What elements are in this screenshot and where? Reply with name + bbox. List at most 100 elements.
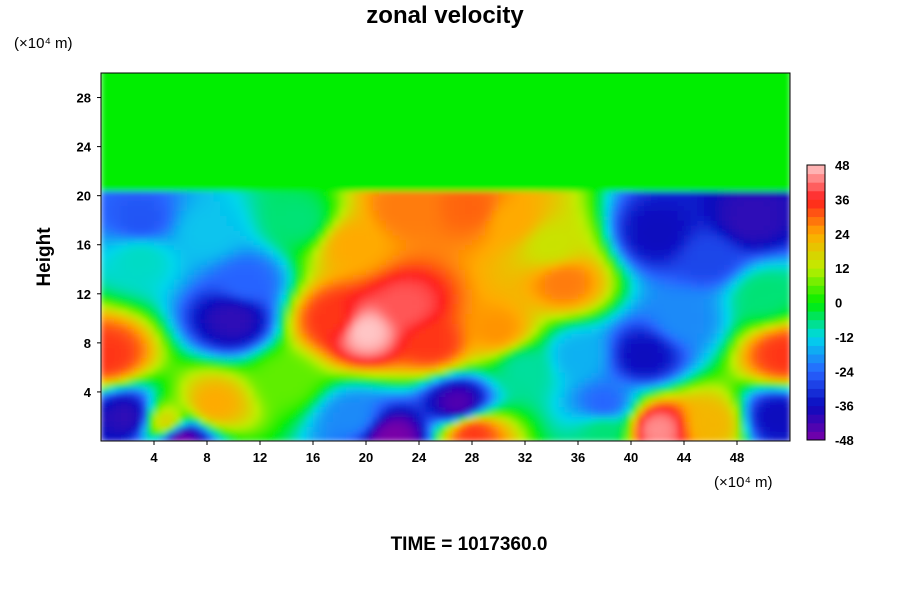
heatmap-cell [452, 215, 460, 221]
heatmap-cell [511, 352, 519, 359]
heatmap-cell [326, 431, 334, 437]
heatmap-cell [101, 279, 109, 285]
heatmap-cell [101, 387, 109, 393]
heatmap-cell [173, 293, 182, 300]
heatmap-cell [366, 416, 374, 422]
heatmap-cell [458, 367, 466, 373]
heatmap-cell [359, 185, 367, 192]
heatmap-cell [505, 136, 513, 143]
heatmap-cell [213, 318, 221, 324]
heatmap-cell [465, 288, 473, 295]
heatmap-cell [180, 190, 188, 197]
heatmap-cell [180, 141, 188, 148]
heatmap-cell [127, 288, 135, 295]
heatmap-cell [260, 126, 268, 133]
heatmap-cell [167, 293, 175, 300]
heatmap-cell [173, 171, 182, 177]
heatmap-cell [332, 82, 341, 89]
heatmap-cell [134, 416, 142, 422]
heatmap-cell [332, 308, 341, 315]
heatmap-cell [266, 166, 274, 172]
heatmap-cell [339, 156, 347, 162]
heatmap-cell [286, 411, 294, 418]
heatmap-cell [226, 230, 235, 236]
heatmap-cell [405, 225, 413, 231]
heatmap-cell [246, 156, 254, 162]
heatmap-cell [366, 225, 374, 231]
heatmap-cell [260, 230, 268, 236]
heatmap-cell [432, 411, 440, 418]
heatmap-cell [511, 180, 519, 187]
heatmap-cell [505, 298, 513, 305]
heatmap-cell [485, 180, 493, 187]
heatmap-cell [313, 377, 321, 383]
heatmap-cell [213, 387, 221, 393]
heatmap-cell [240, 298, 248, 305]
heatmap-cell [531, 308, 539, 315]
heatmap-cell [452, 151, 460, 158]
heatmap-cell [352, 421, 360, 427]
heatmap-cell [147, 323, 155, 329]
heatmap-cell [101, 254, 109, 261]
heatmap-cell [452, 298, 460, 305]
heatmap-cell [438, 426, 447, 432]
heatmap-cell [326, 377, 334, 383]
heatmap-cell [114, 73, 122, 79]
heatmap-cell [498, 92, 506, 99]
heatmap-cell [392, 112, 400, 118]
heatmap-cell [167, 102, 175, 108]
heatmap-cell [491, 161, 500, 167]
heatmap-cell [332, 107, 341, 113]
heatmap-cell [260, 176, 268, 182]
heatmap-cell [326, 190, 334, 197]
heatmap-cell [339, 161, 347, 167]
heatmap-cell [306, 151, 314, 158]
heatmap-cell [286, 239, 294, 246]
heatmap-cell [372, 391, 380, 398]
heatmap-cell [173, 431, 182, 437]
heatmap-cell [266, 102, 274, 108]
heatmap-cell [372, 259, 380, 265]
heatmap-cell [472, 180, 480, 187]
heatmap-cell [366, 362, 374, 368]
heatmap-cell [273, 136, 281, 143]
heatmap-cell [465, 176, 473, 182]
heatmap-cell [458, 416, 466, 422]
heatmap-cell [293, 328, 301, 334]
heatmap-cell [107, 323, 115, 329]
heatmap-cell [452, 97, 460, 104]
heatmap-cell [147, 259, 155, 265]
heatmap-cell [498, 210, 506, 216]
heatmap-cell [306, 176, 314, 182]
heatmap-cell [332, 117, 341, 123]
heatmap-cell [253, 220, 261, 226]
heatmap-cell [154, 426, 162, 432]
heatmap-cell [359, 87, 367, 94]
heatmap-cell [187, 264, 195, 270]
heatmap-cell [518, 82, 526, 89]
heatmap-cell [465, 377, 473, 383]
heatmap-cell [286, 102, 294, 108]
heatmap-cell [346, 210, 354, 216]
heatmap-cell [531, 431, 539, 437]
heatmap-cell [332, 382, 341, 388]
heatmap-cell [419, 274, 427, 280]
heatmap-cell [505, 151, 513, 158]
heatmap-cell [273, 293, 281, 300]
heatmap-cell [472, 352, 480, 359]
heatmap-cell [372, 112, 380, 118]
heatmap-cell [173, 141, 182, 148]
heatmap-cell [399, 288, 407, 295]
heatmap-cell [127, 220, 135, 226]
heatmap-cell [246, 92, 254, 99]
heatmap-cell [273, 254, 281, 261]
heatmap-cell [379, 396, 387, 403]
heatmap-cell [180, 362, 188, 368]
heatmap-cell [491, 283, 500, 290]
heatmap-cell [531, 215, 539, 221]
heatmap-cell [498, 136, 506, 143]
heatmap-cell [359, 112, 367, 118]
heatmap-cell [107, 293, 115, 300]
heatmap-cell [379, 254, 387, 261]
heatmap-cell [253, 288, 261, 295]
